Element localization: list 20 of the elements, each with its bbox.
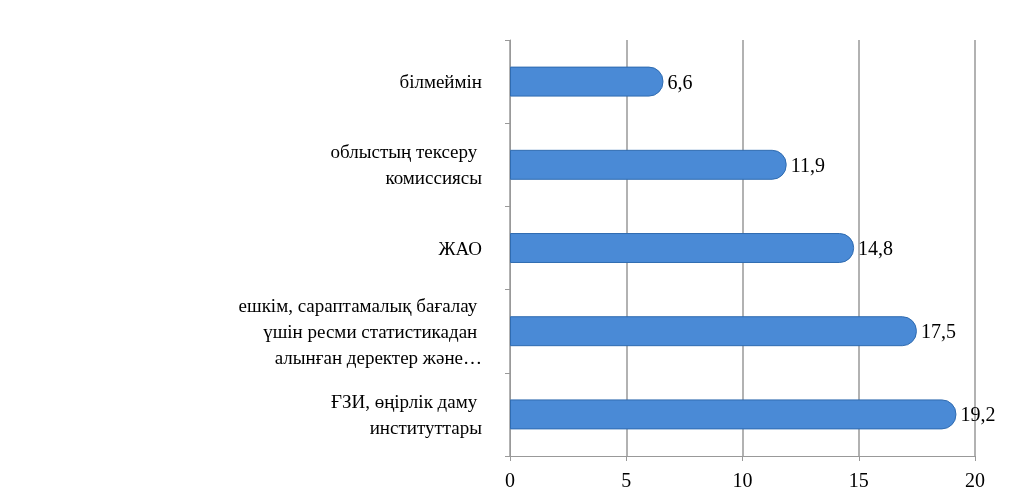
data-label: 17,5 xyxy=(920,320,956,343)
y-tick-label: ешкім, сараптамалық бағалау үшін ресми статистикадан алынған деректер және… xyxy=(238,294,482,368)
x-tick-label: 20 xyxy=(965,469,985,491)
data-label: 19,2 xyxy=(960,403,996,426)
x-tick-label: 0 xyxy=(505,469,515,491)
bar xyxy=(510,399,957,430)
y-tick-label: облыстың тексеру комиссиясы xyxy=(330,141,483,189)
bar xyxy=(510,233,855,263)
bar xyxy=(510,149,787,180)
x-tick-label: 15 xyxy=(848,469,869,491)
y-tick-label: білмеймін xyxy=(399,71,482,93)
bar xyxy=(510,316,917,347)
x-tick-label: 10 xyxy=(732,469,753,491)
y-tick-label: ҒЗИ, өңірлік даму институттары xyxy=(330,390,483,438)
bar xyxy=(510,66,664,97)
data-label: 6,6 xyxy=(667,70,693,93)
y-tick-label: ЖАО xyxy=(438,237,482,259)
data-label: 14,8 xyxy=(858,237,894,259)
x-tick-label: 5 xyxy=(621,469,632,491)
data-label: 11,9 xyxy=(790,153,825,176)
